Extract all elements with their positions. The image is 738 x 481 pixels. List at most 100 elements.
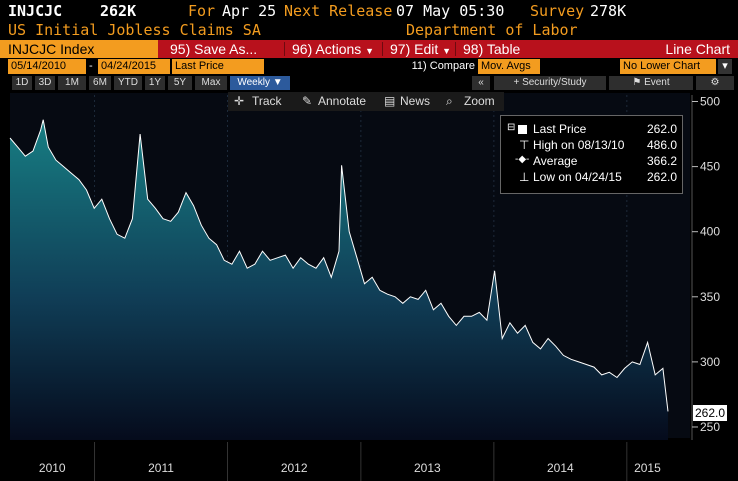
collapse-box-icon[interactable]: ⊟ [507, 122, 516, 133]
data-point [616, 376, 618, 378]
track-button[interactable]: Track [252, 94, 282, 108]
data-point [470, 315, 472, 317]
data-point [348, 231, 350, 233]
average-marker-icon: -◆- [515, 154, 530, 165]
security-header: INJCJC 262K For Apr 25 Next Release 07 M… [0, 2, 738, 22]
period-button-1m[interactable]: 1M [58, 76, 86, 90]
frequency-select[interactable]: Weekly ▼ [230, 76, 290, 90]
data-point [547, 337, 549, 339]
data-point [363, 283, 365, 285]
data-point [455, 324, 457, 326]
data-point [300, 257, 302, 259]
gear-icon[interactable]: ⚙ [696, 76, 734, 90]
for-label: For [188, 2, 216, 20]
lower-chart-field[interactable]: No Lower Chart [620, 59, 716, 74]
legend-row-average: -◆- Average 366.2 [501, 154, 682, 170]
start-date-field[interactable]: 05/14/2010 [8, 59, 86, 74]
data-point [593, 366, 595, 368]
data-point [162, 218, 164, 220]
data-point [78, 178, 80, 180]
legend-low-value: 262.0 [646, 170, 677, 184]
data-point [192, 205, 194, 207]
data-point [254, 263, 256, 265]
legend-average-label: Average [533, 154, 578, 168]
data-point [338, 250, 340, 252]
event-button[interactable]: ⚑ Event [609, 76, 693, 90]
news-icon[interactable]: ▤ [384, 94, 396, 108]
series-title: US Initial Jobless Claims SA [8, 21, 261, 39]
event-label: Event [644, 77, 670, 88]
pencil-icon[interactable]: ✎ [302, 94, 313, 108]
data-point [524, 324, 526, 326]
zoom-button[interactable]: Zoom [464, 94, 495, 108]
dropdown-caret-icon: ▼ [272, 77, 283, 88]
news-button[interactable]: News [400, 94, 431, 108]
x-tick-label: 2011 [148, 461, 174, 475]
actions-label: 96) Actions [292, 41, 362, 57]
collapse-panel-icon[interactable]: « [472, 76, 490, 90]
edit-button[interactable]: 97) Edit ▼ [384, 40, 457, 58]
x-axis-band [0, 440, 738, 481]
period-button-6m[interactable]: 6M [89, 76, 111, 90]
data-point [215, 244, 217, 246]
data-point [108, 218, 110, 220]
compare-label: 11) Compare [390, 59, 478, 74]
legend-low-label: Low on 04/24/15 [533, 170, 622, 184]
data-point [516, 332, 518, 334]
data-point [608, 371, 610, 373]
data-point [238, 250, 240, 252]
mov-avgs-field[interactable]: Mov. Avgs [478, 59, 540, 74]
data-point [177, 211, 179, 213]
period-button-1y[interactable]: 1Y [145, 76, 165, 90]
data-point [639, 363, 641, 365]
actions-button[interactable]: 96) Actions ▼ [286, 40, 380, 58]
legend-average-value: 366.2 [646, 154, 677, 168]
series-source: Department of Labor [406, 21, 578, 39]
date-range-row: 05/14/2010 - 04/24/2015 Last Price 11) C… [0, 59, 738, 75]
period-button-3d[interactable]: 3D [35, 76, 55, 90]
claims-area-fill [10, 119, 668, 440]
security-study-button[interactable]: + Security/Study [494, 76, 606, 90]
series-description: US Initial Jobless Claims SA Department … [0, 21, 738, 39]
data-point [440, 302, 442, 304]
table-button[interactable]: 98) Table [463, 41, 521, 57]
menu-separator [455, 42, 456, 56]
y-tick-label: 300 [700, 355, 720, 369]
data-point [55, 159, 57, 161]
legend-row-last-price[interactable]: ⊟ Last Price 262.0 [501, 122, 682, 138]
price-field-select[interactable]: Last Price [172, 59, 264, 74]
data-point [570, 358, 572, 360]
flag-icon: ⚑ [632, 77, 642, 88]
period-button-max[interactable]: Max [195, 76, 227, 90]
period-button-ytd[interactable]: YTD [114, 76, 142, 90]
legend-high-value: 486.0 [646, 138, 677, 152]
last-price-badge: 262.0 [693, 405, 727, 421]
data-point [315, 267, 317, 269]
security-field[interactable]: INJCJC Index [0, 40, 158, 58]
x-tick-label: 2013 [414, 461, 441, 475]
lower-chart-dropdown-icon[interactable]: ▾ [718, 59, 732, 74]
for-date: Apr 25 [222, 2, 277, 20]
menu-separator [284, 42, 285, 56]
magnifier-icon[interactable]: ⌕ [446, 94, 453, 108]
period-button-5y[interactable]: 5Y [168, 76, 192, 90]
data-point [147, 198, 149, 200]
annotate-button[interactable]: Annotate [318, 94, 367, 108]
data-point [307, 263, 309, 265]
data-point [85, 189, 87, 191]
data-point [662, 367, 664, 369]
data-point [501, 337, 503, 339]
data-point [432, 309, 434, 311]
dropdown-caret-icon: ▼ [365, 46, 375, 56]
save-as-button[interactable]: 95) Save As... [170, 41, 258, 57]
data-point [379, 289, 381, 291]
period-button-1d[interactable]: 1D [12, 76, 32, 90]
data-point [532, 341, 534, 343]
crosshair-icon[interactable]: ✛ [234, 94, 245, 108]
data-point [284, 254, 286, 256]
x-axis: 2010 2011 2012 2013 2014 2015 [39, 442, 661, 481]
chart-tools-bar: ✛ Track ✎ Annotate ▤ News ⌕ Zoom [228, 92, 504, 111]
data-point [17, 146, 19, 148]
chart-type-label[interactable]: Line Chart [665, 41, 730, 57]
end-date-field[interactable]: 04/24/2015 [98, 59, 170, 74]
